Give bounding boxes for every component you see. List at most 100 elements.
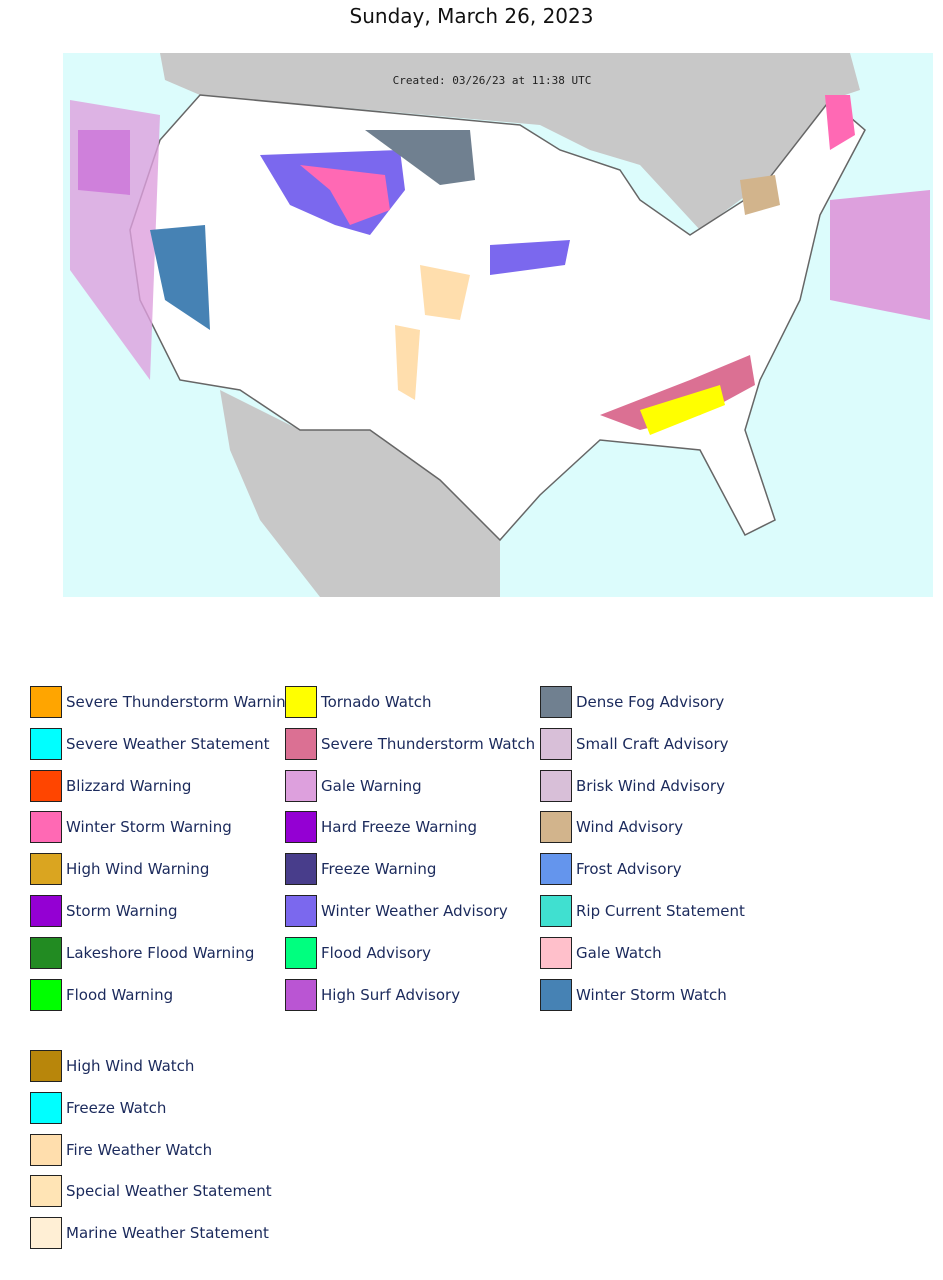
wind-advisory-area [740, 175, 780, 215]
legend-swatch [285, 769, 317, 802]
legend-label: Tornado Watch [321, 693, 432, 711]
legend-label: Marine Weather Statement [66, 1224, 269, 1243]
legend-label: High Wind Warning [66, 860, 210, 879]
legend-item: Frost Advisory [540, 853, 682, 886]
created-label: Created: 03/26/23 at 11:38 UTC [393, 74, 592, 87]
legend-swatch [285, 686, 317, 718]
mexico [220, 390, 500, 597]
legend-item: Rip Current Statement [540, 895, 745, 927]
legend-label: Severe Thunderstorm Watch [321, 734, 536, 753]
legend-label: Fire Weather Watch [66, 1140, 213, 1159]
legend-item: Lakeshore Flood Warning [30, 936, 255, 969]
legend-swatch [30, 811, 62, 844]
legend-label: Dense Fog Advisory [576, 693, 725, 711]
legend-swatch [30, 1175, 62, 1208]
legend-label: Flood Warning [66, 985, 174, 1004]
legend-label: Hard Freeze Warning [321, 818, 478, 837]
legend-item: Flood Advisory [285, 936, 432, 969]
legend-swatch [30, 1050, 62, 1082]
legend-label: Severe Thunderstorm Warning [66, 693, 296, 711]
legend-swatch [30, 936, 62, 969]
legend-swatch [285, 811, 317, 844]
gale-warning-area-east [830, 190, 930, 320]
winter-storm-area-ne [825, 95, 855, 150]
legend-item: Storm Warning [30, 895, 178, 927]
legend-label: Lakeshore Flood Warning [66, 943, 255, 962]
legend-item: Wind Advisory [540, 811, 684, 844]
gale-warning-area [70, 100, 160, 380]
legend-label: Freeze Warning [321, 860, 437, 879]
legend-swatch [30, 769, 62, 802]
legend-item: Severe Thunderstorm Warning [30, 686, 295, 718]
legend-item: Tornado Watch [285, 686, 432, 718]
legend-item: Gale Watch [540, 936, 662, 969]
legend-label: High Surf Advisory [321, 985, 461, 1004]
legend-item: Hard Freeze Warning [285, 811, 478, 844]
legend-swatch [30, 686, 62, 718]
legend-swatch [540, 769, 572, 802]
legend-swatch [285, 936, 317, 969]
legend-swatch [540, 686, 572, 718]
legend-swatch [30, 1133, 62, 1166]
legend-item: Gale Warning [285, 769, 422, 802]
legend-swatch [540, 936, 572, 969]
legend-label: Brisk Wind Advisory [576, 776, 725, 795]
legend-label: High Wind Watch [66, 1057, 195, 1075]
legend-label: Small Craft Advisory [576, 734, 729, 753]
legend-label: Gale Warning [321, 776, 422, 795]
winter-storm-area [300, 165, 390, 225]
legend-label: Wind Advisory [576, 818, 684, 837]
legend-swatch [540, 727, 572, 760]
legend-label: Gale Watch [576, 943, 662, 962]
legend-item: Winter Weather Advisory [285, 895, 508, 927]
canada [160, 53, 860, 230]
dense-fog-area [365, 130, 475, 185]
legend-swatch [30, 895, 62, 927]
legend-item: Fire Weather Watch [30, 1133, 213, 1166]
severe-tstorm-watch-area [600, 355, 755, 430]
fire-weather-area-2 [395, 325, 420, 400]
legend-item: Brisk Wind Advisory [540, 769, 725, 802]
legend-item: Severe Thunderstorm Watch [285, 727, 536, 760]
legend-swatch [30, 1091, 62, 1124]
fire-weather-area [420, 265, 470, 320]
legend-label: Severe Weather Statement [66, 734, 270, 753]
legend-swatch [540, 811, 572, 844]
legend-item: Severe Weather Statement [30, 727, 270, 760]
legend-swatch [540, 895, 572, 927]
legend-swatch [540, 978, 572, 1011]
legend-swatch [30, 727, 62, 760]
legend-swatch [30, 853, 62, 886]
legend-label: Blizzard Warning [66, 776, 192, 795]
winter-weather-area-2 [490, 240, 570, 275]
legend-item: High Wind Watch [30, 1050, 194, 1082]
legend-label: Special Weather Statement [66, 1182, 272, 1201]
legend-label: Freeze Watch [66, 1098, 167, 1117]
legend-swatch [285, 978, 317, 1011]
page-title: Sunday, March 26, 2023 [349, 4, 594, 28]
tornado-watch-area [640, 385, 725, 435]
legend-label: Flood Advisory [321, 943, 432, 962]
winter-storm-watch-area [150, 225, 210, 330]
legend-item: Special Weather Statement [30, 1175, 272, 1208]
legend-label: Winter Storm Watch [576, 985, 727, 1004]
legend-item: High Wind Warning [30, 853, 210, 886]
legend-item: Dense Fog Advisory [540, 686, 724, 718]
legend-item: Marine Weather Statement [30, 1217, 269, 1250]
legend-item: Freeze Warning [285, 853, 437, 886]
legend-item: Winter Storm Warning [30, 811, 232, 844]
legend-item: Freeze Watch [30, 1091, 167, 1124]
legend-label: Frost Advisory [576, 860, 682, 879]
legend-swatch [540, 853, 572, 886]
legend-item: Small Craft Advisory [540, 727, 729, 760]
legend-item: Winter Storm Watch [540, 978, 727, 1011]
legend-item: Flood Warning [30, 978, 174, 1011]
alert-map: Created: 03/26/23 at 11:38 UTC [63, 53, 933, 597]
legend-label: Storm Warning [66, 902, 178, 920]
legend-swatch [285, 727, 317, 760]
legend-label: Winter Storm Warning [66, 818, 232, 837]
legend-item: High Surf Advisory [285, 978, 461, 1011]
legend-label: Rip Current Statement [576, 902, 745, 920]
legend-label: Winter Weather Advisory [321, 902, 508, 920]
